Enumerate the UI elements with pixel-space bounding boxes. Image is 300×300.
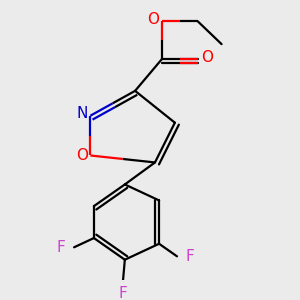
Text: O: O [76, 148, 88, 163]
Text: N: N [77, 106, 88, 121]
Text: F: F [57, 240, 65, 255]
Text: O: O [201, 50, 213, 64]
Text: F: F [185, 249, 194, 264]
Text: O: O [147, 12, 159, 27]
Text: F: F [118, 286, 127, 300]
